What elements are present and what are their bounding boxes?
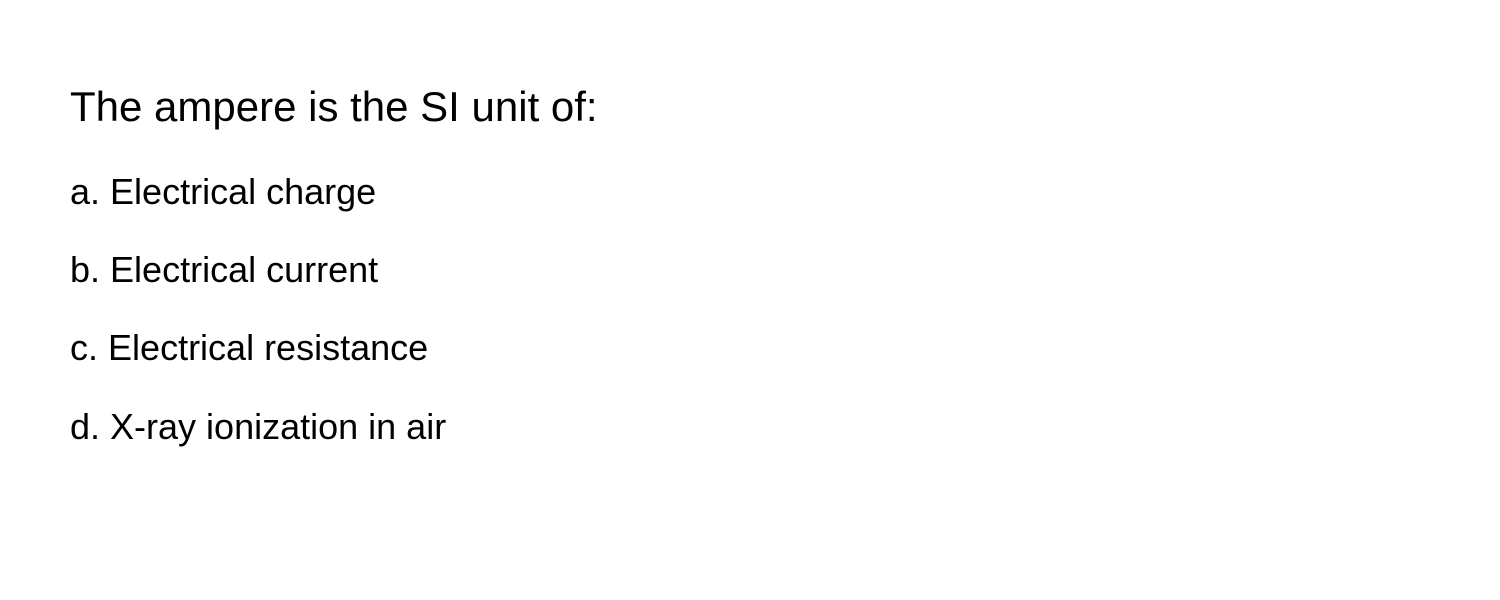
question-text: The ampere is the SI unit of: (70, 80, 1430, 135)
option-label-a: a. (70, 171, 100, 212)
option-c: c. Electrical resistance (70, 323, 1430, 373)
option-b: b. Electrical current (70, 245, 1430, 295)
option-text-a: Electrical charge (110, 171, 376, 212)
option-a: a. Electrical charge (70, 167, 1430, 217)
option-text-d: X-ray ionization in air (110, 406, 446, 447)
option-label-b: b. (70, 249, 100, 290)
option-text-c: Electrical resistance (108, 327, 428, 368)
option-d: d. X-ray ionization in air (70, 402, 1430, 452)
option-text-b: Electrical current (110, 249, 378, 290)
option-label-d: d. (70, 406, 100, 447)
option-label-c: c. (70, 327, 98, 368)
